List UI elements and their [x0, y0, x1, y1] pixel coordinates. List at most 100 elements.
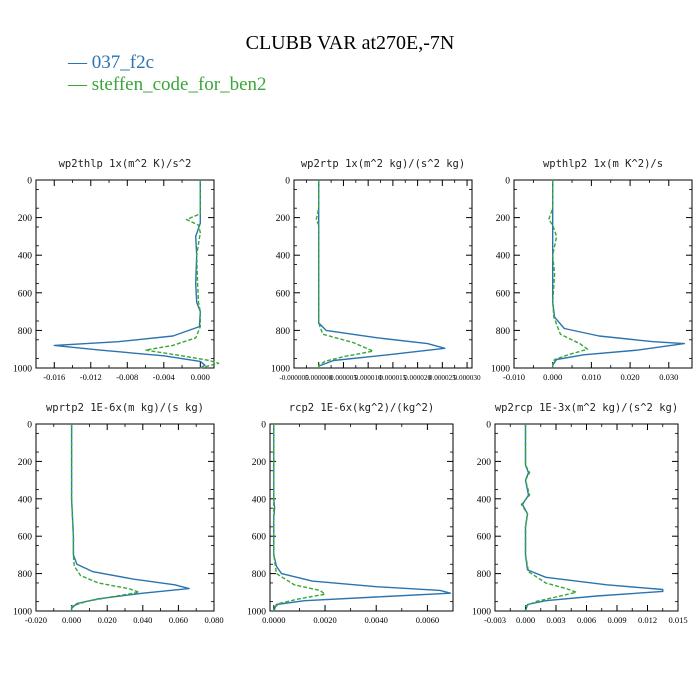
- y-tick-label: 1000: [491, 365, 510, 375]
- y-tick-label: 400: [252, 495, 267, 505]
- panel-title: wpthlp2 1x(m K^2)/s: [543, 158, 663, 170]
- y-tick-label: 200: [477, 458, 492, 468]
- x-tick-label: -0.016: [43, 372, 65, 382]
- y-tick-label: 400: [18, 495, 33, 505]
- y-tick-label: 800: [18, 570, 33, 580]
- y-tick-label: 0: [505, 177, 510, 187]
- x-tick-label: 0.000030: [454, 374, 481, 382]
- x-tick-label: 0.000020: [404, 374, 431, 382]
- series-line-1: [273, 424, 452, 612]
- x-tick-label: 0.015: [668, 615, 687, 625]
- y-tick-label: 400: [477, 495, 492, 505]
- series-line-2: [520, 424, 577, 611]
- series-line-2: [70, 424, 140, 611]
- panel-title: wp2rcp 1E-3x(m^2 kg)/(s^2 kg): [495, 402, 678, 414]
- y-tick-label: 0: [27, 177, 32, 187]
- legend-entry-1: — 037_f2c: [68, 52, 267, 74]
- y-tick-label: 1000: [472, 608, 491, 618]
- y-tick-label: 0: [261, 421, 266, 431]
- y-tick-label: 200: [496, 214, 511, 224]
- y-tick-label: 600: [496, 289, 511, 299]
- y-tick-label: 1000: [13, 608, 32, 618]
- figure-title: CLUBB VAR at270E,-7N: [245, 32, 455, 54]
- plot-frame: [35, 423, 215, 612]
- x-tick-label: 0.060: [169, 615, 188, 625]
- y-tick-label: 200: [18, 214, 33, 224]
- panel-4: wprtp2 1E-6x(m kg)/(s kg) 0 200 400 600 800 10…: [13, 402, 224, 625]
- x-tick-label: 0.000010: [355, 374, 382, 382]
- series-line-1: [70, 424, 190, 611]
- y-tick-label: 200: [276, 214, 291, 224]
- plot-frame: [293, 179, 473, 369]
- y-tick-label: 600: [252, 533, 267, 543]
- panel-title: rcp2 1E-6x(kg^2)/(kg^2): [289, 402, 434, 414]
- x-tick-label: -0.008: [116, 372, 138, 382]
- x-tick-label: 0.040: [133, 615, 152, 625]
- y-tick-label: 800: [18, 327, 33, 337]
- x-tick-label: -0.012: [80, 372, 102, 382]
- x-tick-label: 0.030: [659, 372, 678, 382]
- y-tick-label: 600: [18, 289, 33, 299]
- y-tick-label: 0: [27, 421, 32, 431]
- y-tick-label: 200: [18, 458, 33, 468]
- series-line-2: [144, 180, 220, 369]
- y-tick-label: 800: [252, 570, 267, 580]
- plot-frame: [513, 179, 693, 369]
- x-tick-label: 0.003: [546, 615, 565, 625]
- y-tick-label: 0: [285, 177, 290, 187]
- legend-label-2: steffen_code_for_ben2: [91, 74, 267, 95]
- x-tick-label: 0.009: [607, 615, 626, 625]
- series-line-2: [315, 180, 374, 368]
- y-tick-label: 1000: [13, 365, 32, 375]
- x-tick-label: 0.000015: [379, 374, 406, 382]
- legend-label-1: 037_f2c: [91, 52, 155, 73]
- x-tick-label: -0.010: [503, 372, 525, 382]
- x-tick-label: 0.006: [577, 615, 596, 625]
- x-tick-label: 0.0000: [262, 615, 285, 625]
- plot-frame: [35, 179, 215, 369]
- series-line-1: [53, 180, 206, 369]
- x-tick-label: 0.020: [621, 372, 640, 382]
- x-tick-label: 0.000025: [429, 374, 456, 382]
- y-tick-label: 800: [276, 327, 291, 337]
- x-tick-label: 0.012: [638, 615, 657, 625]
- plot-frame: [269, 423, 454, 612]
- x-tick-label: 0.0020: [313, 615, 336, 625]
- panel-6: wp2rcp 1E-3x(m^2 kg)/(s^2 kg) 0 200 400 600 8…: [472, 402, 688, 625]
- x-tick-label: 0.0060: [416, 615, 439, 625]
- panel-title: wprtp2 1E-6x(m kg)/(s kg): [46, 402, 204, 414]
- legend: — 037_f2c — steffen_code_for_ben2: [68, 52, 267, 96]
- x-tick-label: -0.003: [484, 615, 506, 625]
- x-tick-label: -0.020: [25, 615, 47, 625]
- y-tick-label: 1000: [271, 365, 290, 375]
- series-line-2: [273, 424, 326, 611]
- series-line-2: [548, 180, 589, 368]
- panel-3: wpthlp2 1x(m K^2)/s 0 200 400 600 800 1000-0.0…: [491, 158, 693, 382]
- x-tick-label: 0.0040: [365, 615, 388, 625]
- y-tick-label: 800: [477, 570, 492, 580]
- series-line-1: [521, 424, 664, 612]
- legend-dash-1: —: [68, 52, 87, 73]
- x-tick-label: 0.000000: [305, 374, 332, 382]
- y-tick-label: 1000: [247, 608, 266, 618]
- panel-5: rcp2 1E-6x(kg^2)/(kg^2) 0 200 400 600 800 1000…: [247, 402, 454, 625]
- y-tick-label: 600: [18, 533, 33, 543]
- y-tick-label: 400: [276, 252, 291, 262]
- panel-2: wp2rtp 1x(m^2 kg)/(s^2 kg) 0 200 400 600 800 1…: [271, 158, 481, 382]
- panel-title: wp2rtp 1x(m^2 kg)/(s^2 kg): [301, 158, 465, 170]
- x-tick-label: 0.000: [543, 372, 562, 382]
- x-tick-label: 0.000: [516, 615, 535, 625]
- panel-1: wp2thlp 1x(m^2 K)/s^2 0 200 400 600 800 1000 -0…: [13, 158, 220, 382]
- x-tick-label: 0.000005: [330, 374, 357, 382]
- x-tick-label: 0.000: [62, 615, 81, 625]
- series-line-1: [318, 180, 446, 368]
- x-tick-label: 0.010: [582, 372, 601, 382]
- x-tick-label: -0.000005: [279, 374, 309, 382]
- y-tick-label: 400: [18, 252, 33, 262]
- legend-dash-2: —: [68, 74, 87, 95]
- y-tick-label: 400: [496, 252, 511, 262]
- y-tick-label: 0: [486, 421, 491, 431]
- y-tick-label: 200: [252, 458, 267, 468]
- x-tick-label: 0.080: [204, 615, 223, 625]
